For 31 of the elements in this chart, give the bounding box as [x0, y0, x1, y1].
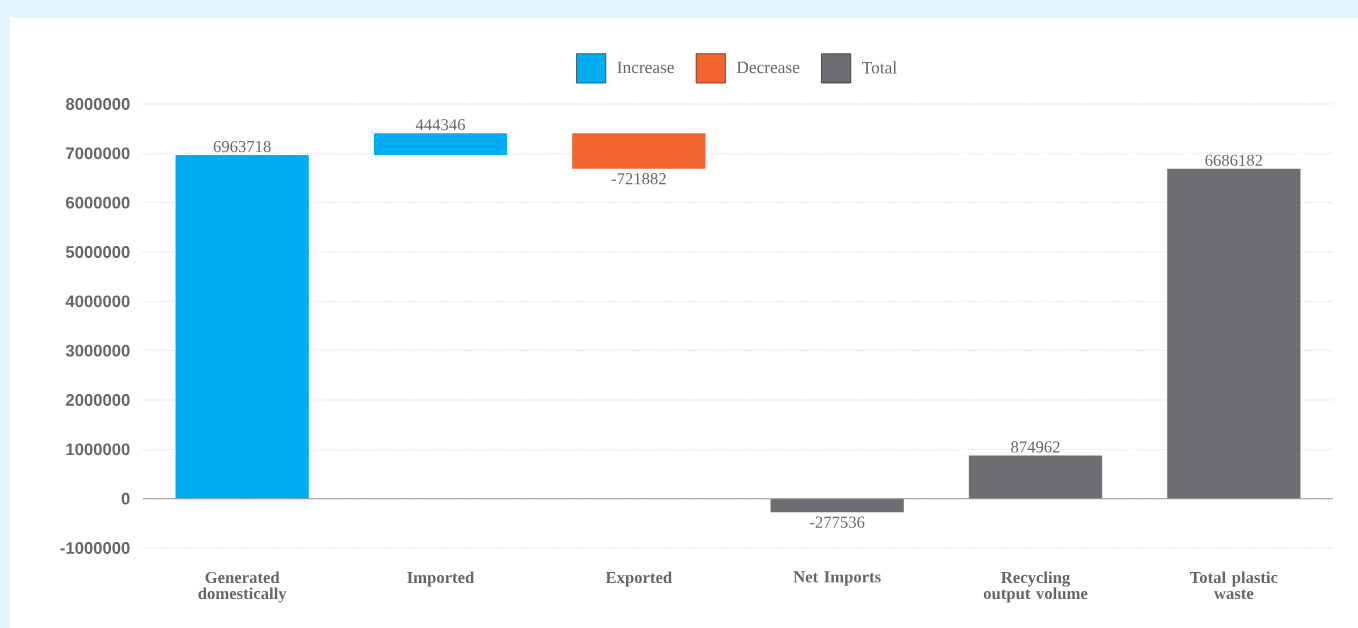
legend-label: Increase	[617, 61, 674, 74]
y-tick-label: 2000000	[65, 394, 130, 406]
bar	[373, 133, 508, 156]
bar	[1167, 168, 1301, 499]
y-tick-label: 1000000	[66, 443, 130, 456]
y-tick-label: 5000000	[65, 246, 130, 258]
bar	[175, 155, 309, 499]
x-tick-label: Recycling output volume	[983, 571, 1088, 603]
bar	[770, 498, 904, 513]
data-label: -721882	[611, 173, 666, 185]
legend-label: Total	[862, 61, 897, 74]
y-tick-label: 4000000	[65, 295, 130, 308]
x-tick-label: Total plastic waste	[1189, 571, 1278, 600]
y-tick-label: 7000000	[66, 147, 130, 160]
x-tick-label: Exported	[605, 571, 672, 587]
data-label: 6686182	[1205, 154, 1263, 166]
bar	[968, 455, 1103, 499]
data-label: -277536	[810, 516, 865, 528]
x-tick-label: Generated domestically	[198, 571, 287, 603]
bar	[572, 133, 706, 169]
y-tick-label: 6000000	[66, 196, 130, 209]
x-tick-label: Imported	[407, 571, 475, 587]
data-label: 874962	[1011, 441, 1060, 453]
y-tick-label: 0	[121, 492, 130, 505]
y-tick-label: -1000000	[60, 542, 130, 554]
data-label: 444346	[415, 119, 466, 131]
legend-label: Decrease	[736, 61, 800, 74]
x-tick-label: Net Imports	[793, 571, 881, 586]
data-label: 6963718	[213, 140, 271, 153]
y-tick-label: 8000000	[65, 98, 130, 110]
y-tick-label: 3000000	[65, 344, 130, 357]
